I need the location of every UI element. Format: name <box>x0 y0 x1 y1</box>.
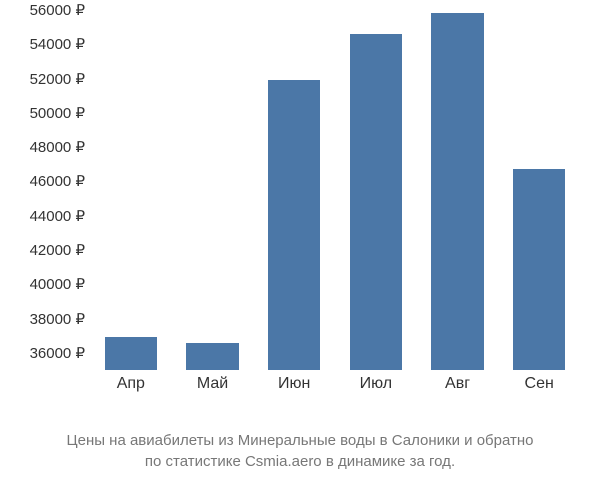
x-tick-label: Июн <box>253 375 335 393</box>
y-tick-label: 40000 ₽ <box>0 275 85 293</box>
x-tick-label: Апр <box>90 375 172 393</box>
bar-slot <box>253 10 335 370</box>
bar <box>431 13 483 370</box>
y-tick-label: 52000 ₽ <box>0 70 85 88</box>
bar-slot <box>498 10 580 370</box>
y-tick-label: 50000 ₽ <box>0 104 85 122</box>
bar <box>513 169 565 370</box>
caption-line-2: по статистике Csmia.aero в динамике за г… <box>10 451 590 472</box>
bar <box>105 337 157 370</box>
bar <box>350 34 402 370</box>
bar-slot <box>90 10 172 370</box>
y-tick-label: 38000 ₽ <box>0 310 85 328</box>
y-tick-label: 44000 ₽ <box>0 207 85 225</box>
bar <box>268 80 320 370</box>
bar-slot <box>335 10 417 370</box>
bar-slot <box>417 10 499 370</box>
plot-area <box>90 10 580 370</box>
price-chart: 36000 ₽ 38000 ₽ 40000 ₽ 42000 ₽ 44000 ₽ 46000… <box>0 0 600 420</box>
y-axis: 36000 ₽ 38000 ₽ 40000 ₽ 42000 ₽ 44000 ₽ 46000… <box>0 10 85 370</box>
bar-slot <box>172 10 254 370</box>
caption-line-1: Цены на авиабилеты из Минеральные воды в… <box>10 430 590 451</box>
y-tick-label: 36000 ₽ <box>0 344 85 362</box>
y-tick-label: 48000 ₽ <box>0 138 85 156</box>
x-tick-label: Авг <box>417 375 499 393</box>
chart-caption: Цены на авиабилеты из Минеральные воды в… <box>0 430 600 472</box>
x-axis: АпрМайИюнИюлАвгСен <box>90 375 580 393</box>
bar <box>186 343 238 370</box>
x-tick-label: Май <box>172 375 254 393</box>
x-tick-label: Июл <box>335 375 417 393</box>
bars-container <box>90 10 580 370</box>
y-tick-label: 56000 ₽ <box>0 1 85 19</box>
x-tick-label: Сен <box>498 375 580 393</box>
y-tick-label: 42000 ₽ <box>0 241 85 259</box>
y-tick-label: 54000 ₽ <box>0 35 85 53</box>
y-tick-label: 46000 ₽ <box>0 172 85 190</box>
